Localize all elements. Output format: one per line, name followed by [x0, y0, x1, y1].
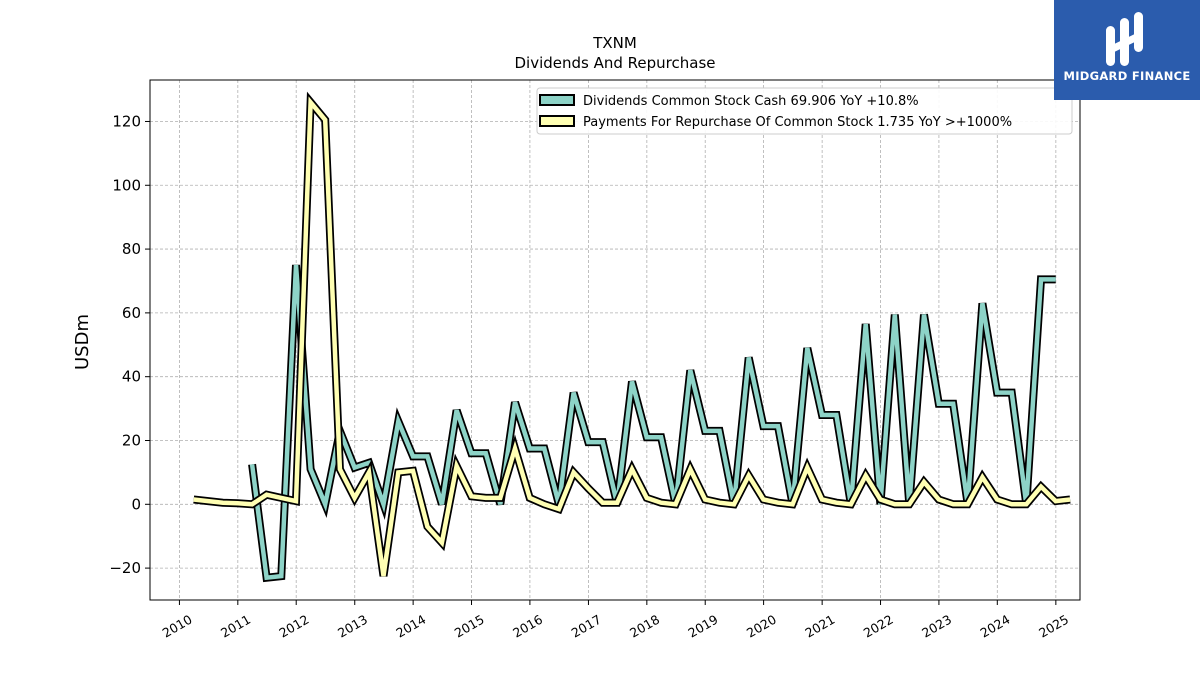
x-tick-label: 2014	[393, 612, 428, 641]
x-tick-label: 2010	[160, 612, 195, 641]
x-axis: 2010 2011 2012 2013 2014 2015 2016 2017 2018 2019…	[160, 600, 1071, 641]
x-tick-label: 2024	[978, 612, 1013, 641]
x-tick-label: 2019	[685, 612, 720, 641]
series-1	[248, 264, 1056, 583]
series-1-line	[249, 264, 1056, 581]
y-axis-label: USDm	[72, 314, 93, 370]
series-layer	[193, 91, 1071, 583]
y-tick-label: 0	[131, 495, 141, 513]
x-tick-label: 2025	[1036, 612, 1071, 641]
y-tick-label: 120	[112, 112, 141, 130]
x-tick-label: 2018	[627, 612, 662, 641]
chart-ticker: TXNM	[592, 34, 637, 52]
y-axis: −20 0 20 40 60 80 100 120	[109, 112, 150, 577]
x-tick-label: 2021	[802, 612, 837, 641]
x-tick-label: 2023	[919, 612, 954, 641]
series-1-outline	[248, 264, 1056, 583]
chart-title: Dividends And Repurchase	[514, 54, 715, 72]
series-2	[193, 91, 1071, 577]
y-tick-label: 20	[122, 431, 141, 449]
legend: Dividends Common Stock Cash 69.906 YoY +…	[536, 87, 1073, 135]
x-tick-label: 2013	[335, 612, 370, 641]
brand-logo: MIDGARD FINANCE	[1054, 0, 1200, 100]
y-tick-label: −20	[109, 559, 141, 577]
legend-label: Dividends Common Stock Cash 69.906 YoY +…	[583, 94, 919, 109]
y-tick-label: 100	[112, 176, 141, 194]
legend-swatch	[539, 115, 575, 127]
x-tick-label: 2016	[510, 612, 545, 641]
logo-text: MIDGARD FINANCE	[1063, 69, 1191, 83]
x-tick-label: 2015	[452, 612, 487, 641]
logo-mark-icon	[1106, 12, 1143, 66]
plot-frame	[149, 79, 1081, 601]
x-tick-label: 2011	[218, 612, 253, 641]
legend-box	[536, 87, 1073, 135]
y-tick-label: 60	[122, 304, 141, 322]
legend-swatch	[539, 94, 575, 106]
y-tick-label: 80	[122, 240, 141, 258]
x-tick-label: 2017	[569, 612, 604, 641]
series-2-line	[193, 96, 1071, 577]
x-tick-label: 2022	[861, 612, 896, 641]
x-tick-label: 2012	[276, 612, 311, 641]
x-tick-label: 2020	[744, 612, 779, 641]
legend-label: Payments For Repurchase Of Common Stock …	[583, 115, 1012, 130]
y-tick-label: 40	[122, 368, 141, 386]
